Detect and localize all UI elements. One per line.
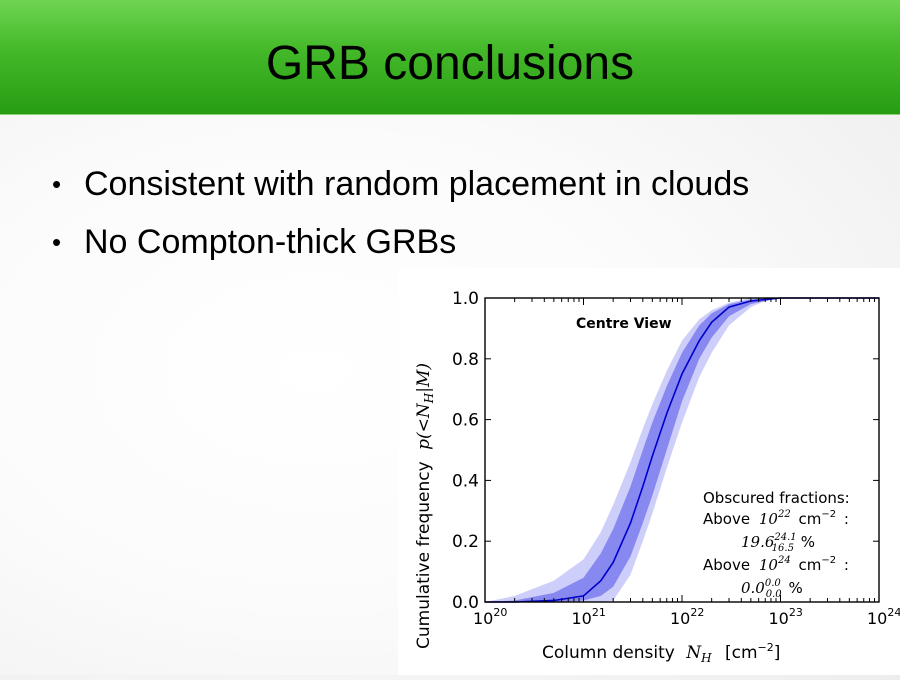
bullet-text: Consistent with random placement in clou… [84, 165, 750, 203]
x-axis-title: Column density NH [cm−2] [542, 641, 780, 667]
annotation-heading: Obscured fractions: [703, 489, 850, 507]
y-tick-label: 0.0 [452, 593, 479, 613]
y-axis-label: Cumulative frequency [414, 461, 434, 649]
x-axis-symbol: NH [685, 643, 712, 665]
y-tick-label: 0.6 [452, 411, 479, 431]
y-tick-label: 1.0 [452, 289, 479, 309]
bullet-item: • Consistent with random placement in clo… [52, 160, 749, 218]
y-tick-label: 0.8 [452, 350, 479, 370]
x-tick-label: 1023 [769, 606, 803, 628]
x-tick-label: 1021 [572, 606, 606, 628]
slide-title: GRB conclusions [265, 37, 635, 90]
x-axis-unit: [cm−2] [725, 641, 780, 663]
confidence-bands [485, 298, 879, 602]
svg-text:Column density NH: Column density NH [cm−2] [542, 641, 780, 667]
title-bar: GRB conclusions [0, 0, 900, 115]
y-tick-label: 0.4 [452, 471, 479, 491]
panel-label: Centre View [576, 316, 672, 332]
x-tick-label: 1020 [473, 606, 507, 628]
obscured-fractions-annotation: Obscured fractions: Above 1022 cm−2 : 19… [703, 489, 850, 601]
x-tick-label: 1024 [867, 606, 900, 628]
inner-confidence-band [485, 298, 879, 602]
chart-panel: 0.0 0.2 0.4 0.6 0.8 1.0 1020 1021 1022 1023 1024 C… [398, 268, 900, 675]
tick-labels: 0.0 0.2 0.4 0.6 0.8 1.0 1020 1021 1022 1023 1024 [452, 289, 900, 628]
svg-text:Cumulative frequency p: Cumulative frequency p(<NH|M) [414, 363, 436, 649]
x-tick-label: 1022 [670, 606, 704, 628]
bullet-item: • No Compton-thick GRBs [52, 218, 749, 276]
y-axis-title: Cumulative frequency p(<NH|M) [414, 363, 436, 649]
y-tick-label: 0.2 [452, 532, 479, 552]
annotation-fraction-1: 19.624.1 16.5 % [741, 532, 815, 555]
bullet-dot-icon: • [52, 169, 62, 199]
bullet-text: No Compton-thick GRBs [84, 223, 457, 261]
bullet-list: • Consistent with random placement in clo… [52, 160, 749, 276]
tick-marks [484, 297, 880, 603]
annotation-line-2: Above 1024 cm−2 : [703, 549, 849, 574]
cumulative-frequency-chart: 0.0 0.2 0.4 0.6 0.8 1.0 1020 1021 1022 1023 1024 C… [414, 289, 900, 667]
bullet-dot-icon: • [52, 227, 62, 257]
x-axis-label: Column density [542, 643, 675, 663]
annotation-fraction-2: 0.00.0 0.0 % [741, 578, 803, 601]
y-axis-symbol: p(<NH|M) [414, 363, 436, 450]
annotation-line-1: Above 1022 cm−2 : [703, 503, 849, 528]
